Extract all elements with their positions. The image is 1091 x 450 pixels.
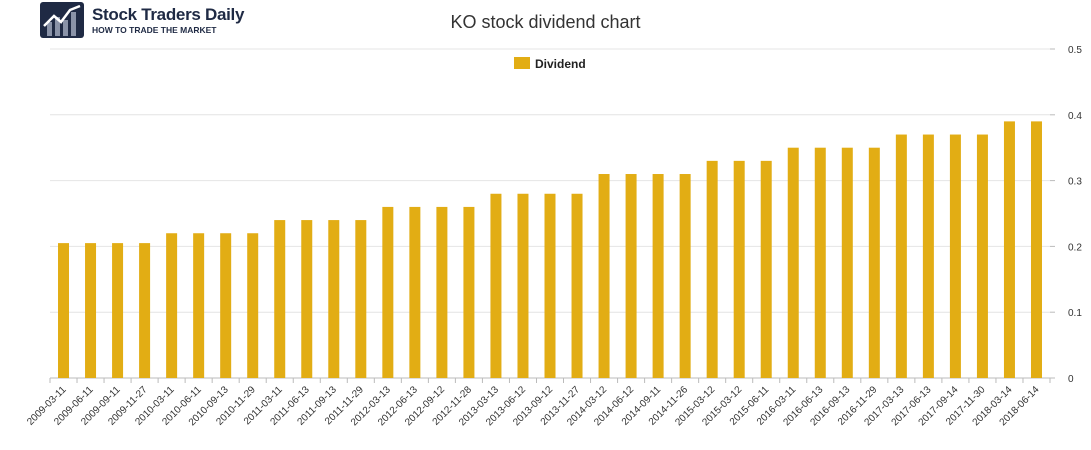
- logo-chart-icon: [40, 2, 84, 38]
- bar: [706, 160, 718, 378]
- bar: [247, 233, 259, 378]
- bar: [409, 206, 421, 378]
- bar: [436, 206, 448, 378]
- legend-label: Dividend: [535, 57, 586, 71]
- bar: [382, 206, 394, 378]
- y-tick-label: 0.2: [1068, 242, 1082, 253]
- bar: [301, 220, 313, 378]
- logo: Stock Traders Daily HOW TO TRADE THE MAR…: [40, 2, 244, 40]
- bar: [85, 243, 97, 378]
- y-tick-label: 0.3: [1068, 177, 1082, 188]
- bar: [679, 174, 691, 378]
- bar: [490, 193, 502, 378]
- y-tick-label: 0.1: [1068, 308, 1082, 319]
- bar: [1003, 121, 1015, 378]
- bar: [193, 233, 205, 378]
- bar: [814, 147, 826, 378]
- y-axis: 0 0.1 0.2 0.3 0.4 0.5: [1050, 45, 1082, 385]
- y-tick-label: 0: [1068, 374, 1074, 385]
- logo-title: Stock Traders Daily: [92, 5, 245, 24]
- bar: [544, 193, 556, 378]
- bar: [733, 160, 745, 378]
- bar: [328, 220, 340, 378]
- bar: [760, 160, 772, 378]
- y-tick-label: 0.5: [1068, 45, 1082, 56]
- legend: Dividend: [514, 57, 586, 71]
- bar: [625, 174, 637, 378]
- y-tick-label: 0.4: [1068, 111, 1082, 122]
- bar: [598, 174, 610, 378]
- x-axis: 2009-03-112009-06-112009-09-112009-11-27…: [25, 378, 1051, 428]
- bar: [58, 243, 70, 378]
- bar: [220, 233, 232, 378]
- grid-lines: [50, 48, 1050, 379]
- bar: [652, 174, 664, 378]
- logo-tagline: HOW TO TRADE THE MARKET: [92, 25, 217, 35]
- chart-title: KO stock dividend chart: [450, 12, 641, 32]
- bar: [895, 134, 907, 378]
- bar: [571, 193, 583, 378]
- bar: [1030, 121, 1042, 378]
- bar: [868, 147, 880, 378]
- bar: [517, 193, 529, 378]
- bar: [463, 206, 475, 378]
- bar: [976, 134, 988, 378]
- bar: [274, 220, 286, 378]
- bar: [355, 220, 367, 378]
- bars: [58, 121, 1042, 378]
- bar: [922, 134, 934, 378]
- bar: [112, 243, 124, 378]
- bar: [841, 147, 853, 378]
- bar: [139, 243, 151, 378]
- bar: [166, 233, 178, 378]
- bar: [787, 147, 799, 378]
- legend-swatch: [514, 57, 530, 69]
- bar: [949, 134, 961, 378]
